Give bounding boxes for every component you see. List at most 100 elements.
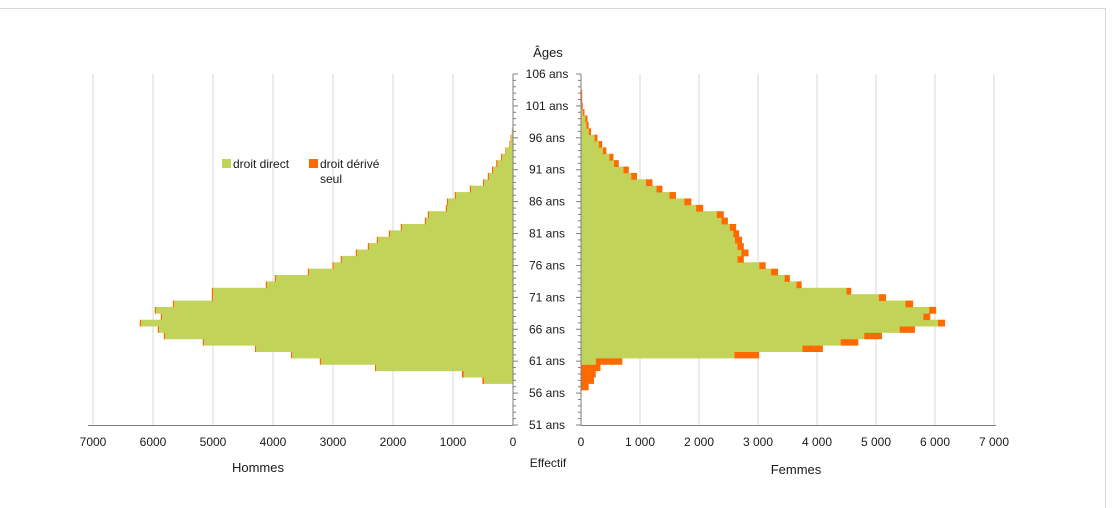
bar-women-droit-direct <box>581 134 595 142</box>
x-tick-label-right: 3 000 <box>743 435 773 449</box>
legend: droit direct droit dérivé seul <box>222 157 383 186</box>
bar-women-droit-derive <box>721 217 728 225</box>
bar-men-droit-direct <box>333 262 513 270</box>
bar-men-droit-direct <box>456 192 513 199</box>
bar-men-droit-derive <box>496 160 498 167</box>
bar-men-droit-direct <box>165 332 513 340</box>
bar-men-droit-direct <box>463 370 513 378</box>
axes: 106 ans 101 ans 96 ans 91 ans 86 ans 81 ans 76… <box>80 67 1010 449</box>
bar-men-droit-derive <box>160 313 162 321</box>
bar-men-droit-direct <box>390 230 513 238</box>
y-axis-title: Âges <box>533 45 563 60</box>
bar-men-droit-derive <box>454 192 456 199</box>
bar-men-droit-derive <box>157 326 159 333</box>
bar-women-droit-derive <box>864 332 882 340</box>
bar-women-droit-derive <box>602 147 607 155</box>
bar-men-droit-derive <box>367 243 369 250</box>
bar-men-droit-direct <box>376 364 513 372</box>
bar-women-droit-direct <box>581 128 589 136</box>
bar-men-droit-direct <box>141 319 513 327</box>
bar-men-droit-derive <box>487 172 489 180</box>
bar-men-droit-derive <box>469 185 471 193</box>
bar-women-droit-direct <box>581 109 583 116</box>
bar-men-droit-direct <box>378 236 513 244</box>
x-tick-label-right: 2 000 <box>684 435 714 449</box>
bar-men-droit-direct <box>276 275 513 282</box>
bar-men-droit-derive <box>172 300 174 308</box>
bar-women-droit-derive <box>716 211 724 218</box>
age-tick-label: 66 ans <box>529 322 565 336</box>
bar-women-droit-derive <box>923 313 931 321</box>
bar-women-droit-direct <box>581 179 646 187</box>
bar-women-droit-direct <box>581 211 717 218</box>
bar-women-droit-derive <box>598 141 603 148</box>
bar-men-droit-derive <box>400 223 402 231</box>
chart-frame <box>0 8 1106 508</box>
bar-women-droit-derive <box>733 230 740 238</box>
bar-women-droit-direct <box>581 255 738 263</box>
x-tick-label-left: 3000 <box>320 435 347 449</box>
left-panel-label: Hommes <box>232 460 285 475</box>
bar-women-droit-derive <box>734 351 760 359</box>
age-tick-label: 76 ans <box>529 258 565 272</box>
bar-men-droit-derive <box>211 287 213 295</box>
bar-men-droit-direct <box>213 294 513 301</box>
bar-men-droit-derive <box>154 306 156 314</box>
bar-women-droit-direct <box>581 357 596 365</box>
bar-men-droit-derive <box>376 236 378 244</box>
bar-women-droit-direct <box>581 243 738 250</box>
legend-label-droit-direct: droit direct <box>233 157 290 171</box>
x-tick-label-left: 4000 <box>260 435 287 449</box>
bar-men-droit-direct <box>511 134 513 142</box>
bar-women-droit-derive <box>582 109 585 116</box>
bar-men-droit-derive <box>332 262 334 270</box>
bar-men-droit-derive <box>505 147 506 155</box>
bar-women-droit-direct <box>581 192 670 199</box>
bar-men-droit-direct <box>402 223 513 231</box>
bar-men-droit-direct <box>505 147 513 155</box>
bar-women-droit-direct <box>581 198 685 206</box>
bar-men-droit-derive <box>255 345 257 353</box>
bar-women-droit-direct <box>581 217 722 225</box>
bar-women-droit-derive <box>878 294 887 301</box>
bar-men-droit-direct <box>357 249 513 257</box>
bar-women-droit-direct <box>581 236 735 244</box>
x-tick-label-right: 0 <box>578 435 585 449</box>
bar-women-droit-derive <box>802 345 823 353</box>
bar-women-droit-direct <box>581 281 797 289</box>
bar-women-droit-derive <box>581 377 594 384</box>
bar-women-droit-direct <box>581 141 599 148</box>
bar-women-droit-derive <box>631 172 638 180</box>
bar-men-droit-direct <box>321 357 513 365</box>
bar-men-droit-direct <box>156 306 513 314</box>
bar-women-droit-direct <box>581 313 924 321</box>
age-tick-label: 101 ans <box>526 99 569 113</box>
legend-label-droit-derive: droit dérivé seul <box>320 157 383 186</box>
right-panel-label: Femmes <box>771 462 822 477</box>
bar-women-droit-derive <box>586 121 589 129</box>
bar-men-droit-direct <box>213 287 513 295</box>
bar-women-droit-derive <box>846 287 852 295</box>
bar-men-droit-direct <box>174 300 513 308</box>
bar-women-droit-derive <box>734 236 743 244</box>
bar-men-droit-direct <box>256 345 513 353</box>
bar-women-droit-direct <box>581 319 938 327</box>
bar-men-droit-direct <box>292 351 513 359</box>
age-tick-label: 81 ans <box>529 227 565 241</box>
age-tick-label: 106 ans <box>526 67 569 81</box>
bar-women-droit-direct <box>581 121 587 129</box>
bar-women-droit-derive <box>588 128 592 136</box>
bar-men-droit-derive <box>139 319 141 327</box>
legend-swatch-droit-derive <box>309 159 318 168</box>
bar-women-droit-direct <box>581 185 657 193</box>
bar-women-droit-derive <box>784 275 790 282</box>
age-tick-label: 86 ans <box>529 195 565 209</box>
age-tick-label: 51 ans <box>529 418 565 432</box>
bar-men-droit-derive <box>265 281 267 289</box>
age-tick-label: 61 ans <box>529 354 565 368</box>
bar-men-droit-derive <box>501 153 503 161</box>
bar-men-droit-direct <box>159 326 513 333</box>
bar-men-droit-direct <box>162 313 513 321</box>
bar-men-droit-direct <box>447 204 513 212</box>
bar-women-droit-derive <box>581 96 583 104</box>
